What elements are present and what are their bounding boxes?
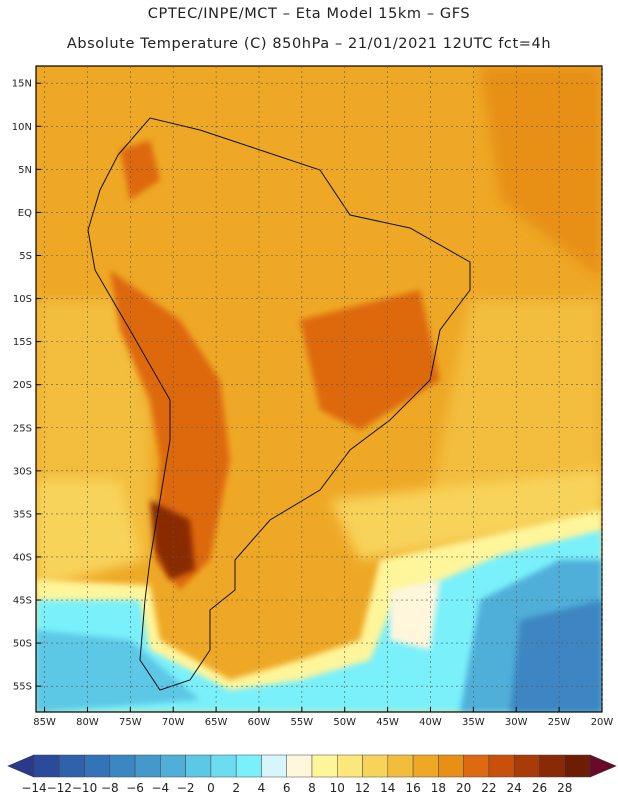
colorbar-under-triangle — [7, 754, 35, 778]
lon-tick-label: 40W — [419, 717, 442, 728]
lon-tick-label: 70W — [162, 717, 185, 728]
colorbar-swatch — [185, 754, 212, 778]
colorbar-swatch — [311, 754, 338, 778]
colorbar-label: −4 — [152, 781, 170, 795]
colorbar-label: 6 — [283, 781, 291, 795]
lon-tick-label: 20W — [591, 717, 614, 728]
lat-tick-label: 15N — [12, 79, 32, 90]
colorbar-swatch — [33, 754, 60, 778]
colorbar-label: 4 — [258, 781, 266, 795]
colorbar-swatch — [210, 754, 237, 778]
south-america-coastline — [87, 117, 471, 691]
colorbar-swatch — [337, 754, 363, 778]
lon-tick-label: 85W — [33, 717, 56, 728]
colorbar-label: −2 — [177, 781, 195, 795]
colorbar-label: 2 — [232, 781, 240, 795]
colorbar-label: 22 — [481, 781, 496, 795]
colorbar-swatch — [463, 754, 490, 778]
colorbar-label: 24 — [507, 781, 522, 795]
lon-tick-label: 60W — [248, 717, 271, 728]
colorbar-swatch — [564, 754, 591, 778]
colorbar-label: 26 — [532, 781, 547, 795]
lon-tick-label: 65W — [205, 717, 228, 728]
colorbar-swatch — [412, 754, 439, 778]
graticule — [36, 66, 603, 712]
lon-tick-label: 30W — [505, 717, 528, 728]
colorbar-label: 8 — [308, 781, 316, 795]
lat-tick-label: 40S — [13, 552, 32, 563]
lat-tick-label: 30S — [13, 466, 32, 477]
chart-title-line-1: CPTEC/INPE/MCT – Eta Model 15km – GFS — [147, 6, 471, 22]
lat-tick-label: 50S — [13, 639, 32, 650]
lon-tick-label: 35W — [462, 717, 485, 728]
colorbar-label: 12 — [355, 781, 370, 795]
colorbar-swatch — [387, 754, 414, 778]
colorbar-swatch — [261, 754, 287, 778]
lon-tick-label: 50W — [333, 717, 356, 728]
colorbar-label: 14 — [380, 781, 395, 795]
lon-tick-label: 75W — [119, 717, 142, 728]
lon-tick-label: 80W — [76, 717, 99, 728]
lat-tick-label: 5N — [18, 165, 32, 176]
lat-tick-label: 5S — [19, 251, 32, 262]
lat-tick-label: 15S — [13, 337, 32, 348]
colorbar-label: 0 — [207, 781, 215, 795]
lon-tick-label: 45W — [376, 717, 399, 728]
lat-tick-label: 55S — [13, 682, 32, 693]
colorbar-swatch — [235, 754, 262, 778]
colorbar-over-triangle — [589, 754, 617, 778]
colorbar-label: −10 — [72, 781, 97, 795]
lat-tick-label: 25S — [13, 423, 32, 434]
colorbar-swatch — [160, 754, 186, 778]
colorbar-swatch — [134, 754, 161, 778]
colorbar-swatch — [488, 754, 515, 778]
colorbar-swatch — [59, 754, 85, 778]
colorbar-swatch — [109, 754, 136, 778]
colorbar-swatch — [84, 754, 111, 778]
lon-tick-label: 55W — [291, 717, 314, 728]
colorbar-label: −8 — [101, 781, 119, 795]
colorbar-swatch — [286, 754, 313, 778]
colorbar-label: 18 — [431, 781, 446, 795]
colorbar-label: 20 — [456, 781, 471, 795]
latitude-axis: 15N 10N 5N EQ 5S 10S 15S 20S 25S 30S 35S 40S 45S 50S 5… — [12, 79, 32, 693]
lat-tick-label: EQ — [18, 208, 32, 219]
temperature-field — [36, 66, 602, 712]
lat-tick-label: 10S — [13, 294, 32, 305]
colorbar-label: −12 — [47, 781, 72, 795]
colorbar-swatch — [362, 754, 389, 778]
lat-tick-label: 35S — [13, 509, 32, 520]
longitude-axis: 85W 80W 75W 70W 65W 60W 55W 50W 45W 40W 35W 30W 25W 2… — [33, 717, 613, 728]
colorbar-label: 28 — [557, 781, 572, 795]
chart-title-line-2: Absolute Temperature (C) 850hPa – 21/01/… — [66, 36, 552, 52]
lat-tick-label: 45S — [13, 596, 32, 607]
colorbar-swatch — [438, 754, 464, 778]
map-frame — [35, 65, 603, 713]
colorbar-label: −14 — [21, 781, 46, 795]
colorbar-label: 16 — [405, 781, 420, 795]
colorbar-swatch — [539, 754, 565, 778]
lat-tick-label: 10N — [12, 122, 32, 133]
lon-tick-label: 25W — [548, 717, 571, 728]
colorbar-swatch — [513, 754, 540, 778]
colorbar: −14 −12 −10 −8 −6 −4 −2 0 2 4 6 8 10 12 14 16 18 20 22 24 26… — [7, 754, 617, 795]
colorbar-label: −6 — [126, 781, 144, 795]
colorbar-label: 10 — [330, 781, 345, 795]
lat-tick-label: 20S — [13, 380, 32, 391]
